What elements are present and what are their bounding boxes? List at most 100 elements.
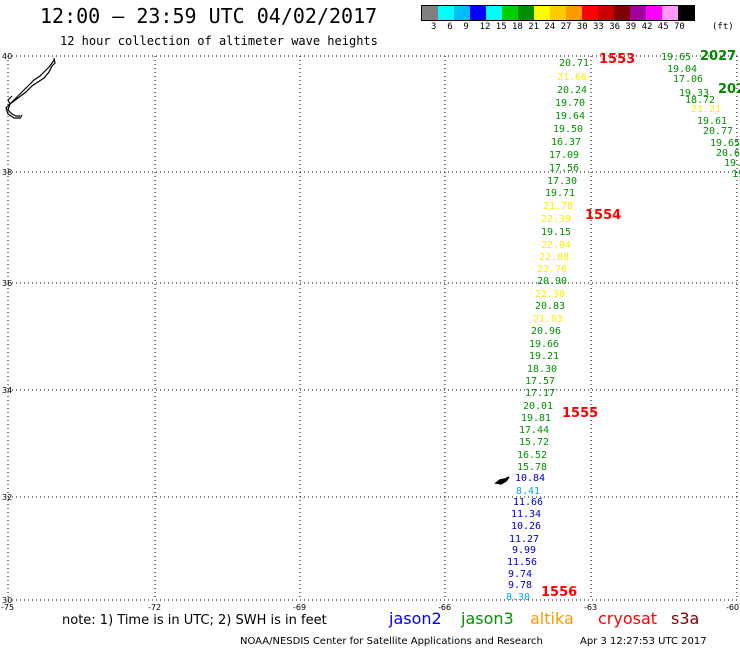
- wave-height-value: 15.78: [516, 462, 548, 473]
- legend-label: 15: [495, 22, 507, 32]
- wave-height-value: 19.61: [696, 116, 728, 127]
- wave-height-value: 19.64: [554, 111, 586, 122]
- wave-height-value: 20.77: [702, 126, 734, 137]
- wave-height-value: 19.50: [552, 124, 584, 135]
- legend-swatch: [662, 6, 678, 20]
- latitude-label: 32: [2, 493, 13, 502]
- wave-height-value: 21.21: [690, 104, 722, 115]
- longitude-label: -75: [1, 603, 15, 612]
- satellite-name-altika: altika: [530, 609, 574, 628]
- legend-swatch: [422, 6, 438, 20]
- legend-label: 18: [512, 22, 523, 32]
- wave-height-value: 11.34: [510, 509, 542, 520]
- pass-time-label: 1554: [585, 208, 622, 223]
- lat-lon-grid: [7, 55, 738, 601]
- wave-height-value: 19.21: [528, 351, 560, 362]
- legend-label: 27: [560, 22, 572, 32]
- coastline-ne-coast: [5, 57, 56, 119]
- wave-height-value: 17.56: [548, 163, 580, 174]
- legend-label: 24: [544, 22, 556, 32]
- legend-swatch: [678, 6, 694, 20]
- wave-height-value: 9.78: [507, 580, 533, 591]
- satellite-name-cryosat: cryosat: [598, 609, 658, 628]
- pass-time-label: 1553: [599, 52, 636, 67]
- legend-label: 3: [431, 22, 437, 32]
- wave-height-value: 21.03: [532, 314, 564, 325]
- latitude-label: 38: [2, 168, 13, 177]
- legend-label: 9: [463, 22, 469, 32]
- wave-height-value: 20.71: [558, 58, 590, 69]
- wave-height-value: 20.83: [534, 301, 566, 312]
- legend-swatch: [582, 6, 598, 20]
- legend-swatch: [534, 6, 550, 20]
- coastline-nova-scotia: [7, 59, 55, 117]
- wave-height-value: 21.66: [556, 72, 588, 83]
- wave-height-value: 19.: [723, 158, 740, 169]
- wave-height-value: 20.24: [556, 85, 588, 96]
- wave-height-value: 19.66: [528, 339, 560, 350]
- footer-credit: NOAA/NESDIS Center for Satellite Applica…: [240, 636, 543, 647]
- wave-height-value: 11.66: [512, 497, 544, 508]
- wave-height-value: 17.17: [524, 388, 556, 399]
- wave-height-value: 17.09: [548, 150, 580, 161]
- legend-label: 30: [576, 22, 588, 32]
- pass-time-label: 1556: [541, 585, 578, 600]
- wave-height-value: 16.37: [550, 137, 582, 148]
- legend-swatch: [454, 6, 470, 20]
- wave-height-value: 11.56: [506, 557, 538, 568]
- legend-swatch: [470, 6, 486, 20]
- legend-swatch: [486, 6, 502, 20]
- legend-label: 42: [641, 22, 653, 32]
- wave-height-value: 17.44: [518, 425, 550, 436]
- pass-time-label: 202: [718, 82, 740, 97]
- legend-swatch: [566, 6, 582, 20]
- legend-label: 6: [447, 22, 453, 32]
- legend-label: 12: [479, 22, 491, 32]
- wave-height-value: 22.04: [540, 240, 572, 251]
- wave-height-value: 9.74: [507, 569, 533, 580]
- legend-swatch: [630, 6, 646, 20]
- wave-height-value: 20.01: [522, 401, 554, 412]
- wave-height-value: 18.30: [526, 364, 558, 375]
- pass-time-label: 2027: [700, 49, 737, 64]
- latitude-label: 30: [2, 596, 13, 605]
- legend-label: 36: [609, 22, 621, 32]
- wave-height-value: 22.39: [540, 214, 572, 225]
- wave-height-value: 10.26: [510, 521, 542, 532]
- color-scale-legend: [421, 5, 695, 21]
- wave-height-value: 21.78: [542, 201, 574, 212]
- satellite-name-jason3: jason3: [461, 609, 514, 628]
- wave-height-value: 18.72: [684, 95, 716, 106]
- wave-height-value: 20.6: [715, 148, 740, 159]
- footer-timestamp: Apr 3 12:27:53 UTC 2017: [580, 636, 707, 647]
- wave-height-value: 19.33: [678, 88, 710, 99]
- wave-height-value: 19.65: [660, 52, 692, 63]
- legend-label: 21: [528, 22, 540, 32]
- wave-height-value: 19.71: [544, 188, 576, 199]
- legend-swatch: [598, 6, 614, 20]
- wave-height-value: 11.27: [508, 534, 540, 545]
- longitude-label: -63: [584, 603, 598, 612]
- footer-note: note: 1) Time is in UTC; 2) SWH is in fe…: [62, 613, 327, 628]
- wave-height-value: 22.88: [538, 252, 570, 263]
- latitude-label: 40: [2, 52, 13, 61]
- wave-height-value: 19.65: [709, 138, 740, 149]
- legend-label: 45: [657, 22, 669, 32]
- map-title: 12:00 – 23:59 UTC 04/02/2017: [40, 4, 378, 28]
- satellite-name-jason2: jason2: [389, 609, 442, 628]
- legend-label: (ft): [712, 22, 734, 32]
- wave-height-value: 15.72: [518, 437, 550, 448]
- map-subtitle: 12 hour collection of altimeter wave hei…: [60, 34, 378, 48]
- satellite-name-s3a: s3a: [671, 609, 700, 628]
- wave-height-value: 17.06: [672, 74, 704, 85]
- wave-height-value: 20.96: [530, 326, 562, 337]
- legend-swatch: [550, 6, 566, 20]
- wave-height-value: 22.30: [534, 289, 566, 300]
- legend-swatch: [646, 6, 662, 20]
- longitude-label: -69: [293, 603, 307, 612]
- wave-height-value: 19.04: [666, 64, 698, 75]
- legend-label: 33: [593, 22, 604, 32]
- longitude-label: -66: [438, 603, 452, 612]
- wave-height-value: 16.52: [516, 450, 548, 461]
